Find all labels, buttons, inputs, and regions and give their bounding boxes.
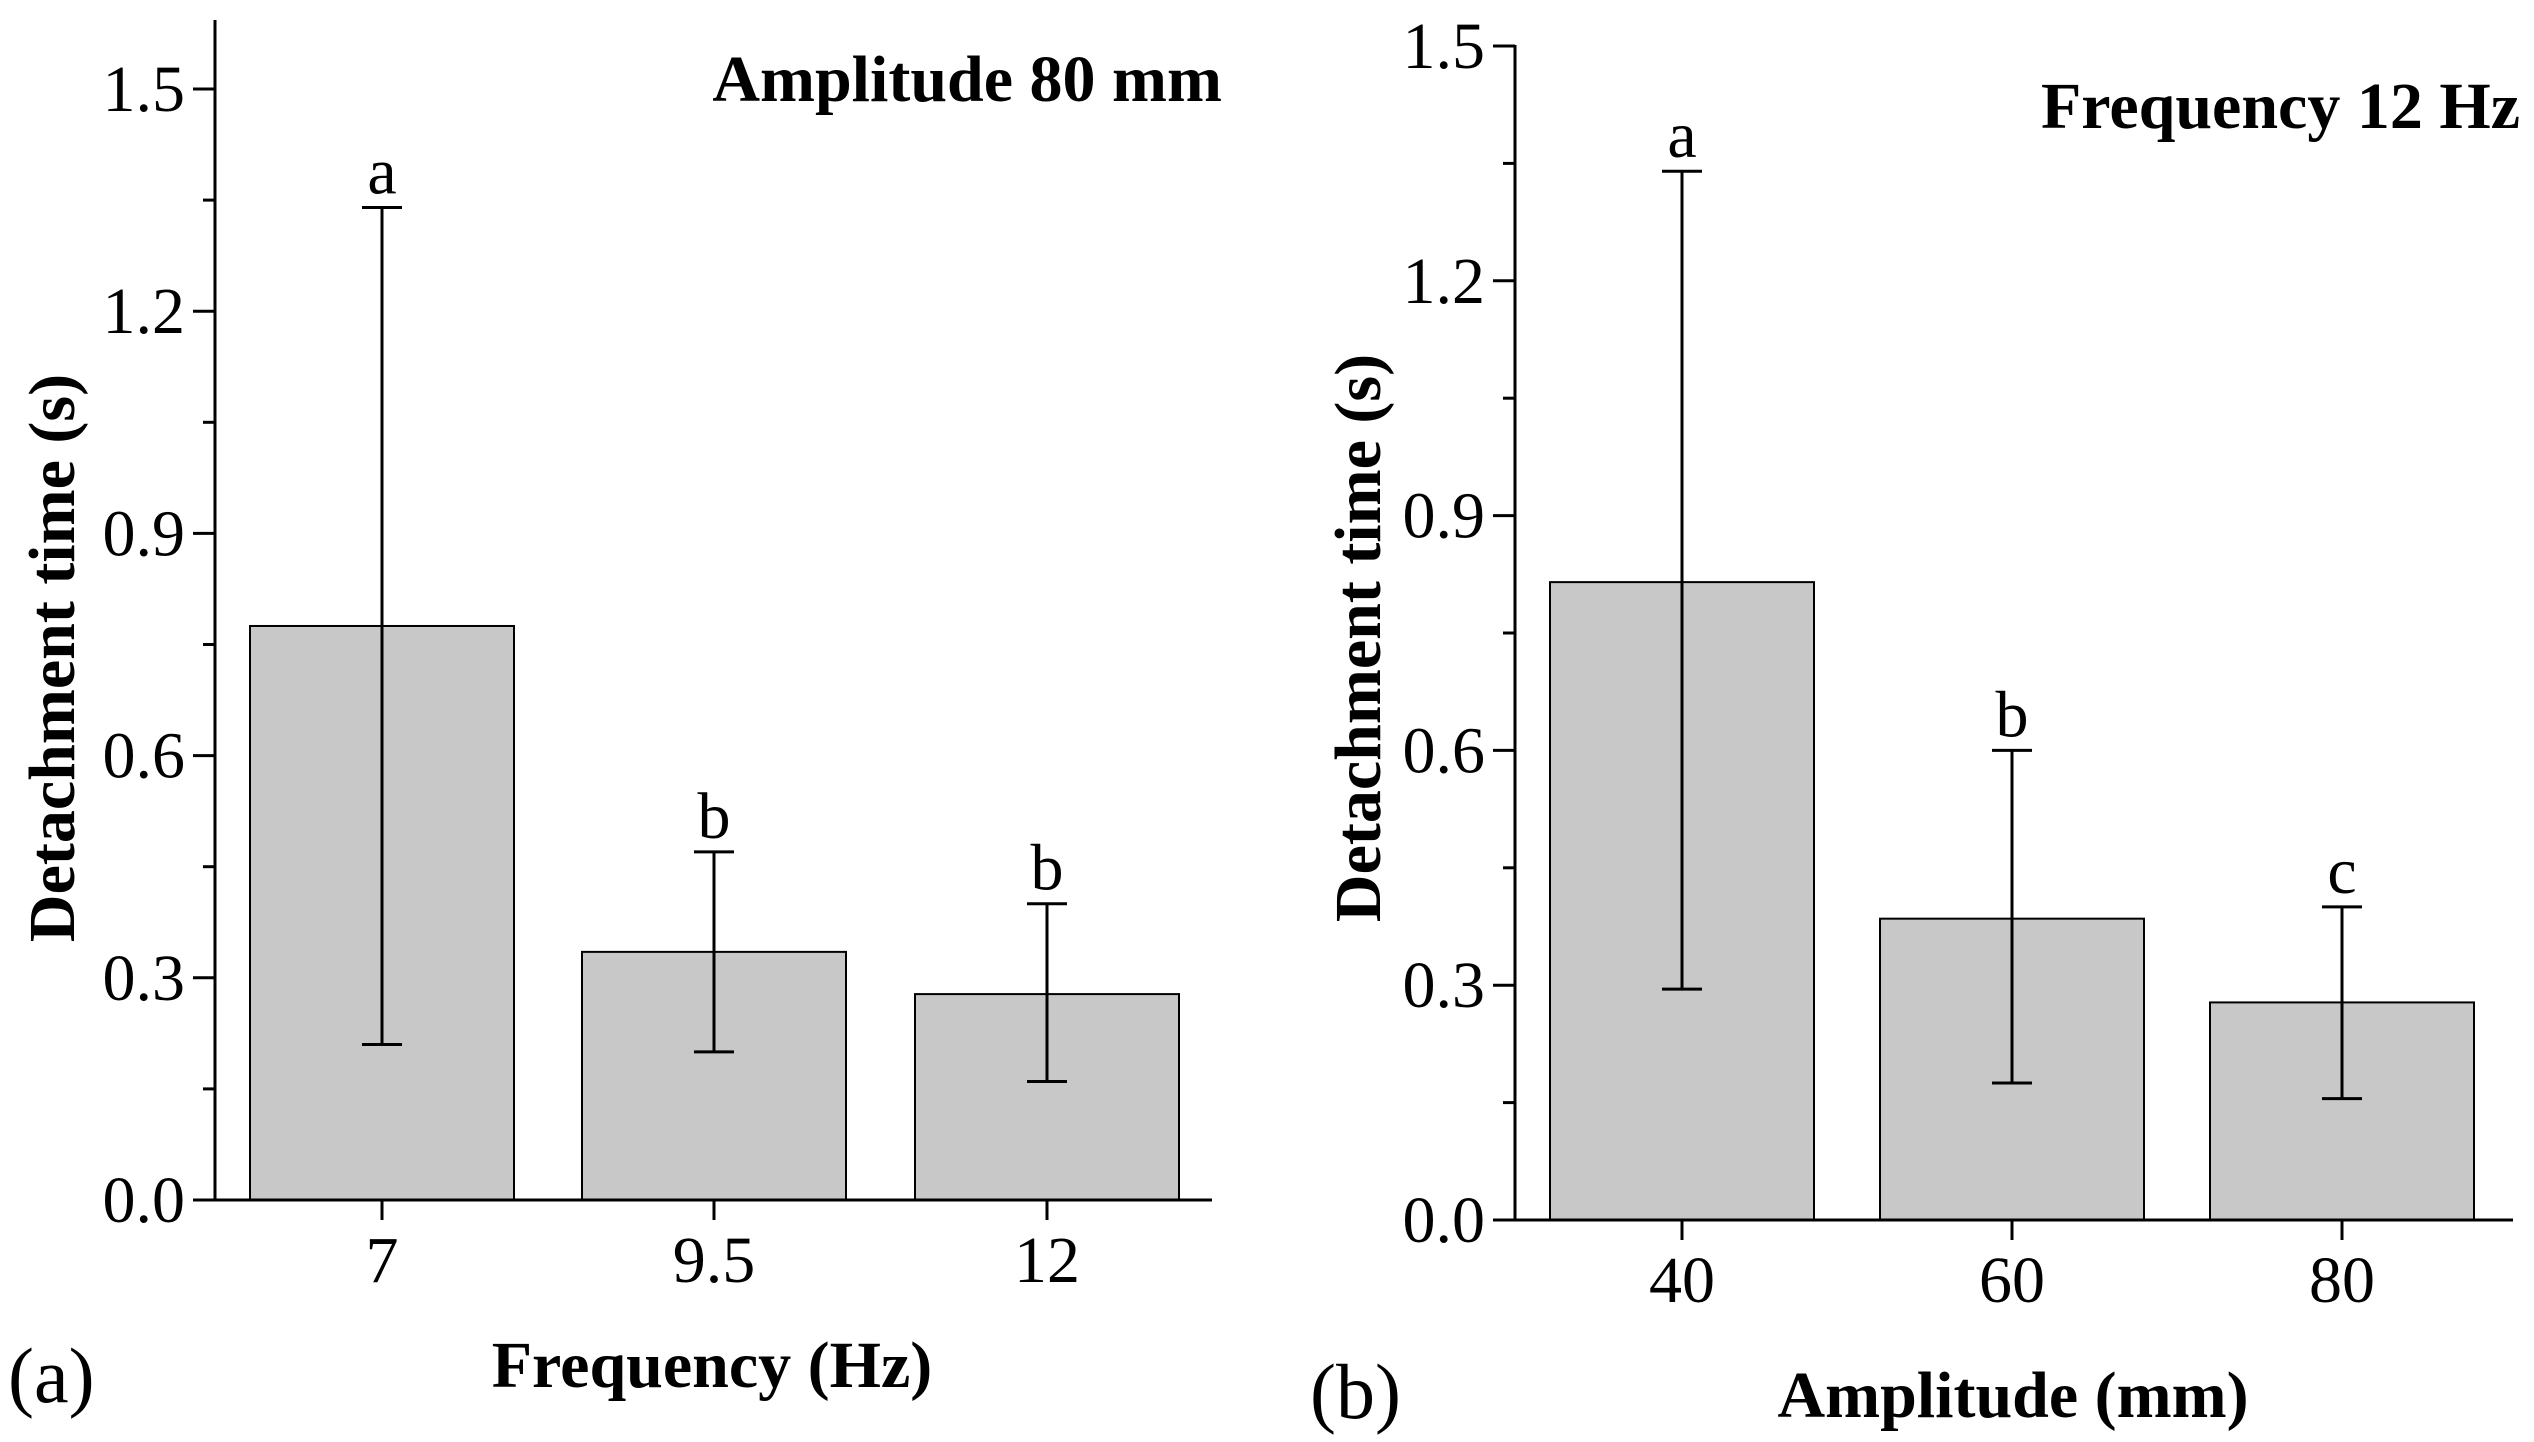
panel-a-x-axis-title: Frequency (Hz) bbox=[492, 1329, 933, 1402]
panel-b-significance-letter: b bbox=[1996, 678, 2029, 751]
panel-b-y-axis-title: Detachment time (s) bbox=[1322, 354, 1395, 922]
panel-b-x-tick-label: 80 bbox=[2309, 1244, 2375, 1317]
panel-b-significance-letters: a b c bbox=[1667, 99, 2356, 908]
panel-b-y-tick-label: 0.3 bbox=[1403, 949, 1486, 1022]
panel-a-title: Amplitude 80 mm bbox=[712, 43, 1222, 116]
panel-b-y-tick-label: 0.9 bbox=[1403, 480, 1486, 553]
panel-a-label: (a) bbox=[8, 1332, 95, 1419]
panel-b-axes bbox=[1493, 44, 2513, 1240]
panel-b-y-tick-labels: 0.0 0.3 0.6 0.9 1.2 1.5 bbox=[1403, 10, 1486, 1257]
panel-a-y-tick-label: 0.6 bbox=[103, 720, 186, 793]
panel-b-label: (b) bbox=[1310, 1348, 1401, 1435]
panel-a-significance-letter: b bbox=[1031, 832, 1064, 905]
panel-a-significance-letters: a b b bbox=[367, 136, 1063, 905]
chart-panel-b: a b c 0.0 0.3 0.6 0.9 1.2 1.5 40 60 80 Frequency … bbox=[1310, 10, 2520, 1435]
panel-b-error-bars bbox=[1662, 169, 2362, 1101]
panel-a-y-tick-label: 0.3 bbox=[103, 942, 186, 1015]
panel-a-y-tick-label: 1.5 bbox=[103, 53, 186, 126]
panel-a-axes bbox=[193, 20, 1212, 1220]
panel-b-y-tick-label: 1.5 bbox=[1403, 10, 1486, 83]
panel-b-title: Frequency 12 Hz bbox=[2041, 70, 2520, 143]
panel-a-error-bars bbox=[362, 206, 1067, 1083]
panel-a-y-tick-label: 1.2 bbox=[103, 275, 186, 348]
panel-a-y-tick-label: 0.9 bbox=[103, 497, 186, 570]
panel-b-x-tick-label: 60 bbox=[1979, 1244, 2045, 1317]
chart-panel-a: a b b 0.0 0.3 0.6 0.9 1.2 1.5 7 9.5 12 Amplitude … bbox=[8, 20, 1222, 1419]
panel-b-significance-letter: c bbox=[2327, 835, 2356, 908]
panel-a-x-tick-labels: 7 9.5 12 bbox=[366, 1224, 1081, 1297]
panel-b-y-tick-label: 1.2 bbox=[1403, 245, 1486, 318]
panel-a-y-tick-labels: 0.0 0.3 0.6 0.9 1.2 1.5 bbox=[103, 53, 186, 1237]
panel-b-x-axis-title: Amplitude (mm) bbox=[1777, 1359, 2248, 1432]
panel-a-significance-letter: a bbox=[367, 136, 396, 209]
panel-a-x-tick-label: 12 bbox=[1014, 1224, 1080, 1297]
panel-a-y-tick-label: 0.0 bbox=[103, 1164, 186, 1237]
panel-b-x-tick-label: 40 bbox=[1649, 1244, 1715, 1317]
panel-b-y-tick-label: 0.6 bbox=[1403, 714, 1486, 787]
panel-b-y-tick-label: 0.0 bbox=[1403, 1184, 1486, 1257]
panel-a-significance-letter: b bbox=[698, 780, 731, 853]
panel-a-y-axis-title: Detachment time (s) bbox=[16, 374, 89, 942]
panel-b-x-tick-labels: 40 60 80 bbox=[1649, 1244, 2375, 1317]
panel-a-x-tick-label: 9.5 bbox=[673, 1224, 756, 1297]
panel-a-x-tick-label: 7 bbox=[366, 1224, 399, 1297]
panel-b-significance-letter: a bbox=[1667, 99, 1696, 172]
